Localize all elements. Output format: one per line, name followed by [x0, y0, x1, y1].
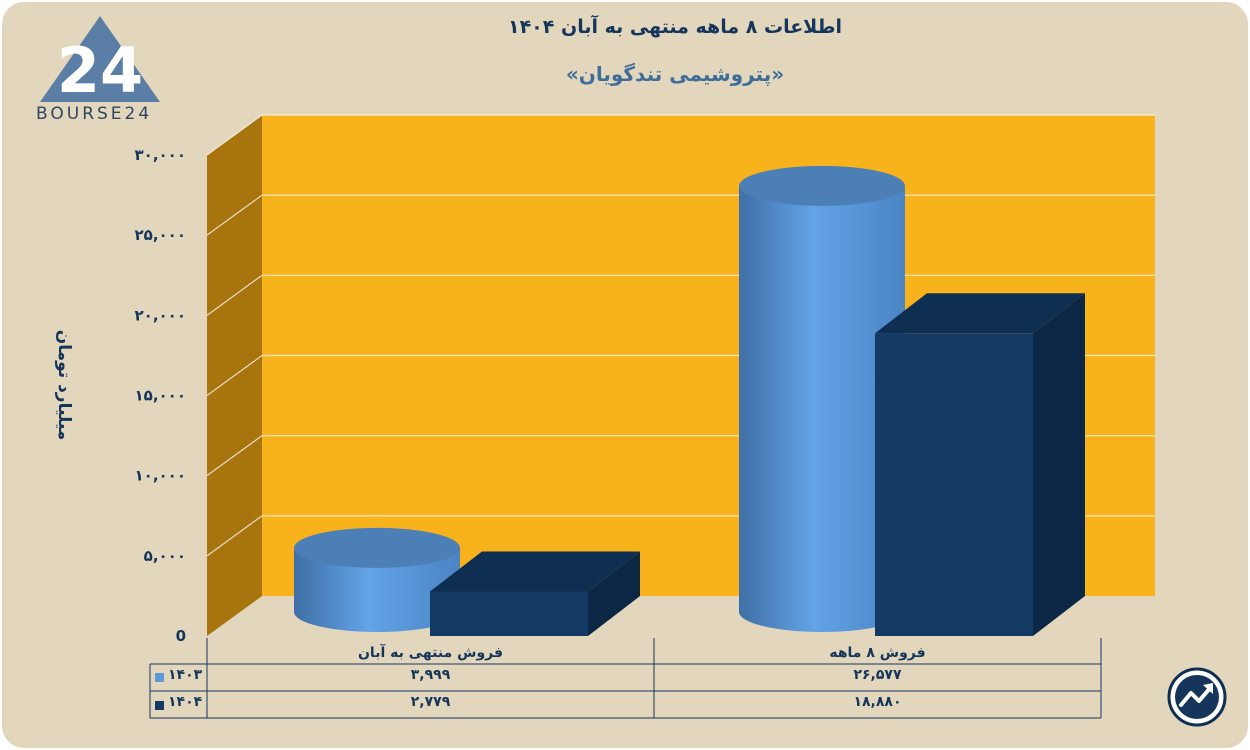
chart-subtitle: «پتروشیمی تندگویان» — [565, 62, 785, 86]
box-side-0 — [588, 551, 640, 636]
box-front-1 — [875, 333, 1033, 636]
cylinder-body-1 — [739, 185, 905, 633]
y-tick-label-20000: ۲۰,۰۰۰ — [135, 306, 186, 324]
cylinder-body-0 — [294, 547, 460, 632]
grid-line-side-20000 — [206, 274, 263, 316]
cylinder-top-0 — [294, 527, 460, 568]
grid-line-side-10000 — [206, 435, 263, 477]
trend-arrow-badge-icon — [1167, 667, 1227, 727]
bourse24-logo-icon: 24 — [40, 16, 160, 107]
y-tick-label-25000: ۲۵,۰۰۰ — [135, 226, 186, 244]
grid-line-side-15000 — [206, 355, 263, 396]
legend-label-1403: ۱۴۰۳ — [168, 667, 203, 683]
chart-marks — [294, 165, 1085, 636]
bar-1404-0 — [430, 551, 640, 636]
cylinder-top-1 — [739, 165, 905, 206]
y-tick-label-0: 0 — [176, 627, 186, 645]
data-table-lines — [149, 638, 1102, 719]
table-value-1404-8month: ۱۸,۸۸۰ — [853, 694, 902, 710]
table-category-1: فروش منتهی به آبان — [357, 645, 504, 661]
y-tick-label-15000: ۱۵,۰۰۰ — [135, 387, 186, 405]
y-axis-ticks: 0 ۵,۰۰۰ ۱۰,۰۰۰ ۱۵,۰۰۰ ۲۰,۰۰۰ ۲۵,۰۰۰ ۳۰,۰۰۰ — [135, 146, 186, 645]
grid-line-side-5000 — [206, 515, 263, 557]
legend-label-1404: ۱۴۰۴ — [168, 694, 203, 710]
table-value-1404-monthly: ۲,۷۷۹ — [410, 694, 451, 710]
grid-line-side-30000 — [206, 114, 263, 156]
grid-lines — [206, 114, 1155, 557]
table-value-1403-monthly: ۳,۹۹۹ — [410, 667, 451, 683]
bar-1403-0 — [294, 527, 460, 632]
bar-1404-1 — [875, 293, 1085, 636]
legend-swatch-1403 — [155, 673, 164, 682]
box-top-0 — [430, 551, 640, 592]
y-tick-label-10000: ۱۰,۰۰۰ — [135, 467, 186, 485]
box-front-0 — [430, 591, 588, 636]
y-tick-label-30000: ۳۰,۰۰۰ — [135, 146, 186, 164]
grid-line-side-25000 — [206, 194, 263, 236]
y-tick-label-5000: ۵,۰۰۰ — [144, 547, 186, 565]
logo-text: BOURSE24 — [36, 104, 153, 124]
table-category-2: فروش ۸ ماهه — [829, 645, 926, 661]
table-value-1403-8month: ۲۶,۵۷۷ — [853, 667, 902, 683]
chart-title: اطلاعات ۸ ماهه منتهی به آبان ۱۴۰۴ — [507, 16, 843, 38]
box-top-1 — [875, 293, 1085, 334]
logo-mark: 24 — [57, 34, 143, 107]
box-side-1 — [1033, 293, 1085, 636]
legend-swatch-1404 — [155, 701, 164, 710]
bar-1403-1 — [739, 165, 905, 633]
